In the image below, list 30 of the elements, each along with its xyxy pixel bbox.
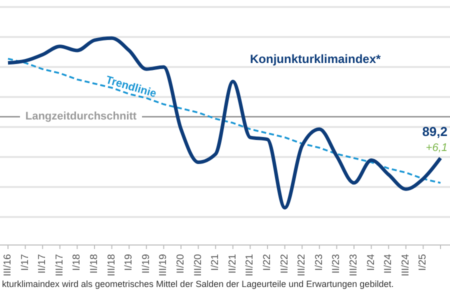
x-tick-label: III/20: [192, 254, 204, 276]
x-tick-label: III/18: [106, 254, 118, 276]
x-tick-label: III/17: [54, 254, 66, 276]
x-tick-label: I/21: [210, 254, 222, 271]
x-tick-label: I/19: [124, 254, 135, 271]
x-tick-label: III/24: [400, 254, 412, 276]
x-tick-label: I/17: [20, 254, 31, 271]
x-tick-label: III/23: [348, 254, 360, 276]
annotation: +6,1: [426, 142, 448, 154]
x-tick-label: III/16: [2, 254, 14, 276]
x-tick-label: II/18: [89, 254, 100, 274]
x-tick-label: II/19: [140, 254, 152, 274]
x-tick-label: I/25: [418, 254, 429, 271]
x-tick-label: III/22: [296, 254, 308, 276]
x-tick-label: I/22: [262, 254, 273, 271]
x-tick-label: II/20: [176, 254, 186, 274]
x-tick-label: II/21: [227, 254, 238, 274]
x-tick-label: I/23: [314, 254, 325, 271]
x-tick-label: II/24: [383, 254, 394, 274]
x-tick-label: I/18: [72, 254, 83, 271]
x-tick-label: II/17: [37, 254, 48, 274]
x-tick-label: I/24: [366, 254, 377, 271]
x-tick-label: II/22: [279, 254, 290, 274]
x-tick-label: III/19: [158, 254, 170, 276]
x-tick-label: III/21: [244, 254, 256, 276]
series-label: Konjunkturklimaindex*: [250, 52, 382, 66]
text: kturklimaindex wird als geometrisches Mittel der Salden der Lageurteile und Erwartungen gebildet.: [2, 279, 394, 289]
annotation: 89,2: [422, 124, 448, 139]
x-tick-label: II/23: [331, 254, 342, 274]
ref-line-label: Langzeitdurchschnitt: [25, 110, 137, 123]
